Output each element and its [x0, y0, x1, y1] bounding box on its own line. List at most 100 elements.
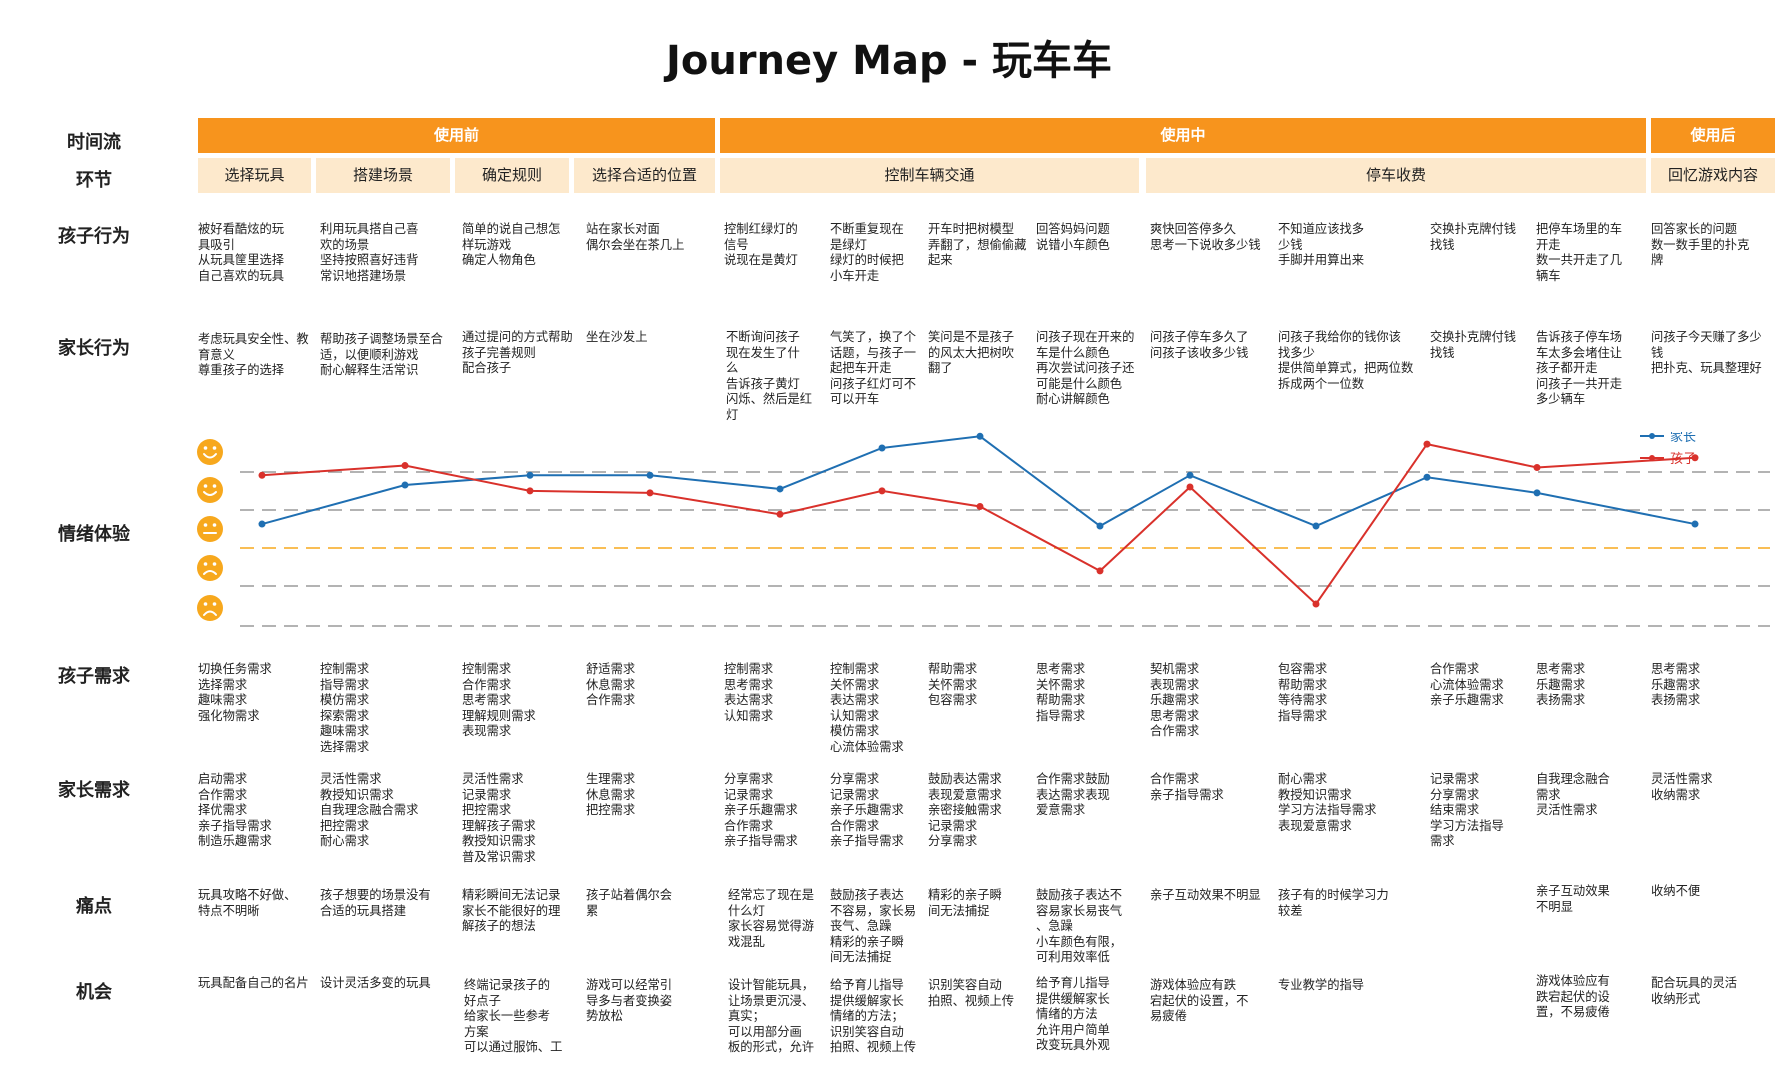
row-label-parent-needs: 家长需求	[58, 780, 130, 801]
legend-label-child: 孩子	[1670, 452, 1696, 467]
data-point-parent	[1423, 473, 1431, 481]
page-title: Journey Map - 玩车车	[665, 38, 1113, 84]
child-action-cell: 回答妈妈问题 说错小车颜色	[1036, 222, 1110, 252]
row-label-opportunities: 机会	[76, 982, 112, 1003]
happy-face-icon	[197, 477, 223, 503]
legend-label-parent: 家长	[1670, 432, 1696, 445]
parent-action-cell: 问孩子我给你的钱你该 找多少 提供简单算式，把两位数 拆成两个一位数	[1278, 330, 1414, 391]
data-point-child	[1423, 440, 1431, 448]
opportunity-cell: 终端记录孩子的 好点子 给家长一些参考 方案 可以通过服饰、工	[464, 978, 563, 1055]
row-label-timeline: 时间流	[67, 132, 121, 153]
parent-needs-cell: 灵活性需求 记录需求 把控需求 理解孩子需求 教授知识需求 普及常识需求	[462, 772, 536, 864]
data-point-parent	[401, 481, 409, 489]
parent-needs-cell: 灵活性需求 收纳需求	[1651, 772, 1713, 802]
pain-point-cell: 玩具攻略不好做、 特点不明晰	[198, 888, 297, 918]
data-point-parent	[258, 520, 266, 528]
child-needs-cell: 包容需求 帮助需求 等待需求 指导需求	[1278, 662, 1328, 723]
child-needs-cell: 控制需求 关怀需求 表达需求 认知需求 模仿需求 心流体验需求	[830, 662, 904, 754]
child-needs-cell: 控制需求 合作需求 思考需求 理解规则需求 表现需求	[462, 662, 536, 739]
emotion-chart: 家长 孩子	[197, 432, 1770, 627]
pain-point-cell: 亲子互动效果 不明显	[1536, 884, 1610, 914]
data-point-parent	[1691, 520, 1699, 528]
opportunity-cell: 识别笑容自动 拍照、视频上传	[928, 978, 1015, 1008]
parent-action-cell: 不断询问孩子 现在发生了什 么 告诉孩子黄灯 闪烁、然后是红 灯	[726, 330, 813, 422]
emotion-lines	[258, 432, 1699, 608]
parent-action-cell: 帮助孩子调整场景至合 适，以便顺利游戏 耐心解释生活常识	[320, 332, 443, 378]
child-action-cell: 把停车场里的车 开走 数一共开走了几 辆车	[1536, 222, 1623, 283]
series-line-child	[261, 442, 1696, 606]
stage-control-traffic: 控制车辆交通	[720, 158, 1139, 193]
parent-needs-cell: 合作需求 亲子指导需求	[1150, 772, 1224, 802]
opportunity-cell: 配合玩具的灵活 收纳形式	[1651, 976, 1738, 1006]
opportunity-cell: 专业教学的指导	[1278, 978, 1365, 992]
parent-action-cell: 交换扑克牌付钱 找钱	[1430, 330, 1517, 360]
parent-action-cell: 通过提问的方式帮助 孩子完善规则 配合孩子	[462, 330, 573, 376]
pain-point-cell: 精彩的亲子瞬 间无法捕捉	[928, 888, 1002, 918]
parent-action-cell: 问孩子现在开来的 车是什么颜色 再次尝试问孩子还 可能是什么颜色 耐心讲解颜色	[1036, 330, 1135, 407]
legend-dot-parent	[1649, 433, 1655, 439]
data-point-parent	[1096, 522, 1104, 530]
parent-needs-cell: 耐心需求 教授知识需求 学习方法指导需求 表现爱意需求	[1278, 772, 1377, 833]
child-needs-cell: 思考需求 关怀需求 帮助需求 指导需求	[1036, 662, 1086, 723]
parent-needs-cell: 鼓励表达需求 表现爱意需求 亲密接触需求 记录需求 分享需求	[928, 772, 1002, 849]
parent-action-cell: 坐在沙发上	[586, 330, 648, 344]
data-point-parent	[1186, 471, 1194, 479]
parent-needs-cell: 启动需求 合作需求 择优需求 亲子指导需求 制造乐趣需求	[198, 772, 272, 849]
data-point-child	[1312, 600, 1320, 608]
parent-needs-cell: 分享需求 记录需求 亲子乐趣需求 合作需求 亲子指导需求	[724, 772, 798, 849]
row-label-child-needs: 孩子需求	[58, 666, 130, 687]
opportunity-cell: 给予育儿指导 提供缓解家长 情绪的方法； 识别笑容自动 拍照、视频上传	[830, 978, 917, 1055]
parent-needs-cell: 生理需求 休息需求 把控需求	[586, 772, 636, 818]
stage-recall-game: 回忆游戏内容	[1651, 158, 1775, 193]
data-point-parent	[1533, 489, 1541, 497]
opportunity-cell: 设计智能玩具， 让场景更沉浸、 真实； 可以用部分画 板的形式，允许	[728, 978, 815, 1055]
child-action-cell: 开车时把树模型 弄翻了，想偷偷藏 起来	[928, 222, 1027, 268]
child-action-cell: 不断重复现在 是绿灯 绿灯的时候把 小车开走	[830, 222, 904, 283]
data-point-child	[1186, 483, 1194, 491]
parent-needs-cell: 合作需求鼓励 表达需求表现 爱意需求	[1036, 772, 1110, 818]
child-needs-cell: 切换任务需求 选择需求 趣味需求 强化物需求	[198, 662, 272, 723]
parent-action-cell: 笑问是不是孩子 的风太大把树吹 翻了	[928, 330, 1015, 376]
legend-dot-child	[1649, 455, 1655, 461]
data-point-child	[878, 487, 886, 495]
opportunity-cell: 设计灵活多变的玩具	[320, 976, 431, 990]
child-needs-cell: 帮助需求 关怀需求 包容需求	[928, 662, 978, 708]
data-point-child	[646, 489, 654, 497]
data-point-parent	[878, 444, 886, 452]
opportunity-cell: 玩具配备自己的名片	[198, 976, 309, 990]
neutral-face-icon	[197, 516, 223, 542]
parent-action-cell: 告诉孩子停车场 车太多会堵住让 孩子都开走 问孩子一共开走 多少辆车	[1536, 330, 1623, 407]
child-action-cell: 不知道应该找多 少钱 手脚并用算出来	[1278, 222, 1365, 268]
phase-during: 使用中	[720, 118, 1646, 153]
row-label-emotion: 情绪体验	[58, 524, 130, 545]
pain-point-cell: 收纳不便	[1651, 884, 1701, 898]
emotion-gridlines	[240, 471, 1770, 627]
child-needs-cell: 控制需求 指导需求 模仿需求 探索需求 趣味需求 选择需求	[320, 662, 370, 754]
child-needs-cell: 控制需求 思考需求 表达需求 认知需求	[724, 662, 774, 723]
parent-needs-cell: 分享需求 记录需求 亲子乐趣需求 合作需求 亲子指导需求	[830, 772, 904, 849]
data-point-child	[1096, 567, 1104, 575]
parent-action-cell: 考虑玩具安全性、教 育意义 尊重孩子的选择	[198, 332, 309, 378]
very-happy-face-icon	[197, 439, 223, 465]
child-action-cell: 简单的说自己想怎 样玩游戏 确定人物角色	[462, 222, 561, 268]
phase-after: 使用后	[1651, 118, 1775, 153]
chart-legend: 家长 孩子	[1640, 432, 1696, 467]
data-point-parent	[976, 432, 984, 440]
data-point-child	[258, 471, 266, 479]
pain-point-cell: 经常忘了现在是 什么灯 家长容易觉得游 戏混乱	[728, 888, 815, 949]
child-action-cell: 爽快回答停多久 思考一下说收多少钱	[1150, 222, 1261, 252]
data-point-child	[526, 487, 534, 495]
opportunity-cell: 游戏体验应有跌 宕起伏的设置，不 易疲倦	[1150, 978, 1249, 1024]
child-action-cell: 控制红绿灯的 信号 说现在是黄灯	[724, 222, 798, 268]
data-point-child	[401, 462, 409, 470]
pain-point-cell: 精彩瞬间无法记录 家长不能很好的理 解孩子的想法	[462, 888, 561, 934]
pain-point-cell: 孩子想要的场景没有 合适的玩具搭建	[320, 888, 431, 918]
opportunity-cell: 给予育儿指导 提供缓解家长 情绪的方法 允许用户简单 改变玩具外观	[1036, 976, 1110, 1053]
very-sad-face-icon	[197, 595, 223, 621]
opportunity-cell: 游戏可以经常引 导多与者变换姿 势放松	[586, 978, 673, 1024]
stage-select-toy: 选择玩具	[198, 158, 311, 193]
child-needs-cell: 思考需求 乐趣需求 表扬需求	[1651, 662, 1701, 708]
parent-needs-cell: 记录需求 分享需求 结束需求 学习方法指导 需求	[1430, 772, 1504, 849]
pain-point-cell: 鼓励孩子表达不 容易家长易丧气 、急躁 小车颜色有限， 可利用效率低	[1036, 888, 1123, 965]
data-point-parent	[776, 485, 784, 493]
